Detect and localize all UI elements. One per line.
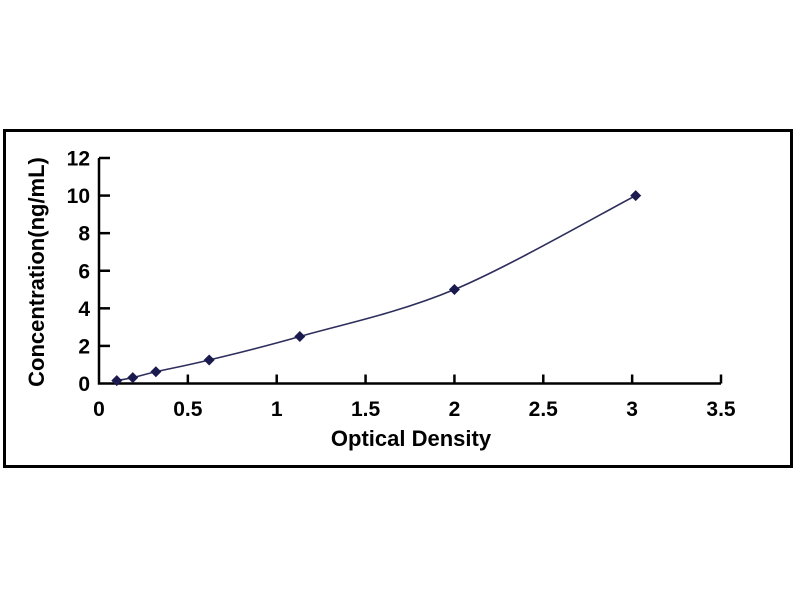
x-tick-label: 2: [449, 398, 461, 421]
x-tick-label: 0: [93, 398, 105, 421]
data-point-marker: [111, 375, 123, 387]
y-axis-title: Concentration(ng/mL): [24, 157, 49, 387]
y-tick-label: 8: [78, 223, 90, 246]
data-point-marker: [630, 190, 642, 202]
chart-border: [3, 129, 793, 468]
data-point-marker: [448, 284, 460, 296]
y-tick-label: 0: [78, 373, 90, 396]
data-point-marker: [150, 366, 162, 378]
y-tick-label: 2: [78, 335, 90, 358]
y-tick-label: 4: [78, 298, 90, 321]
plot-area: 0 0.5 1 1.5 2 2.5 3 3.5 0 2 4 6 8 10 12: [67, 148, 736, 422]
x-tick-label: 1: [271, 398, 283, 421]
x-axis-title: Optical Density: [331, 426, 492, 451]
x-tick-label: 1.5: [351, 398, 381, 421]
x-tick-label: 3: [626, 398, 638, 421]
y-tick-label: 12: [67, 148, 90, 171]
x-tick-label: 3.5: [706, 398, 736, 421]
x-tick-label: 2.5: [529, 398, 559, 421]
data-point-marker: [203, 354, 215, 366]
data-point-marker: [127, 372, 139, 384]
y-tick-label: 6: [78, 260, 90, 283]
data-point-marker: [294, 331, 306, 343]
x-tick-label: 0.5: [173, 398, 203, 421]
y-tick-label: 10: [67, 185, 90, 208]
